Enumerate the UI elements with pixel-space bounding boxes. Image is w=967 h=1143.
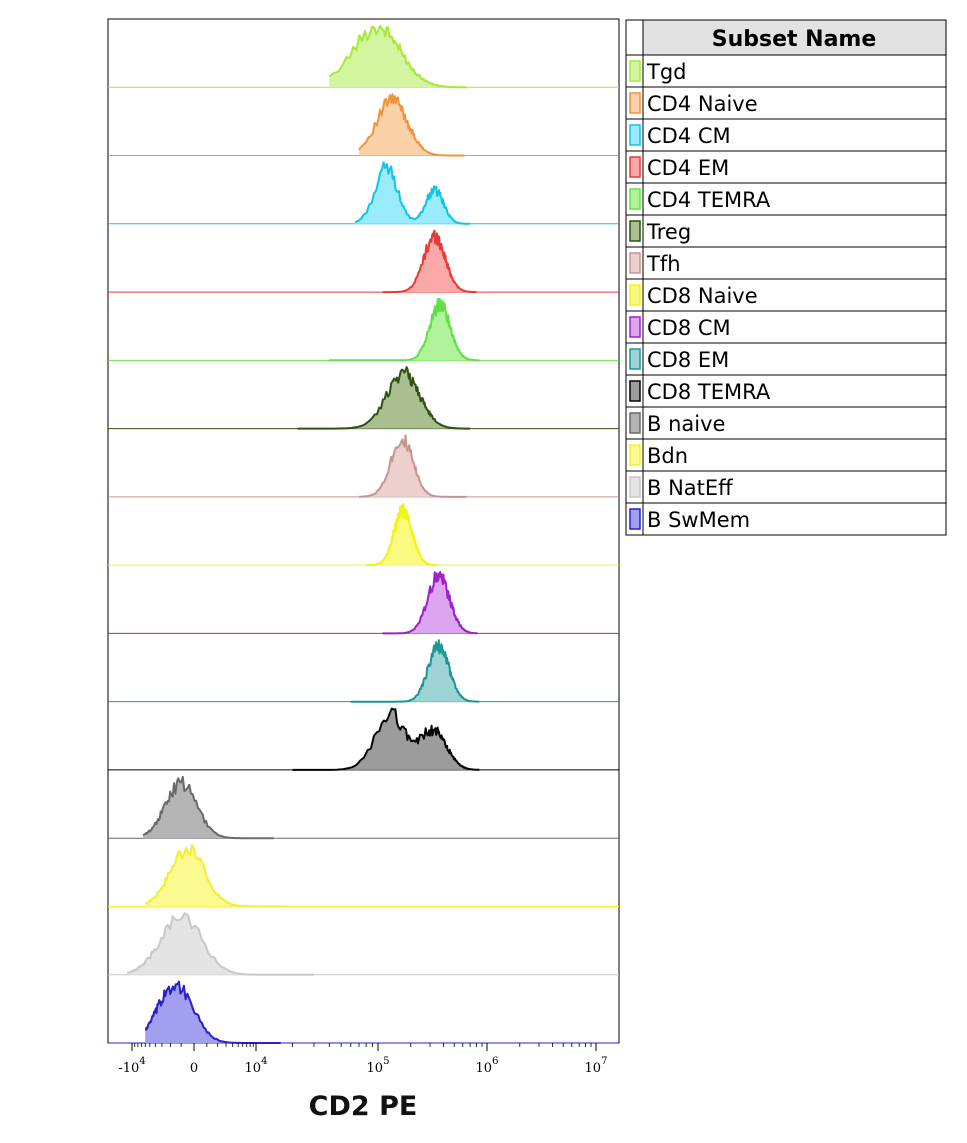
histogram-fill-b-nateff xyxy=(127,913,314,975)
histogram-line-b-naive xyxy=(142,775,275,840)
legend-swatch-treg xyxy=(629,220,641,242)
legend-label-cd8-naive: CD8 Naive xyxy=(647,284,758,308)
histogram-fill-b-swmem xyxy=(145,981,281,1043)
histogram-fill-cd8-cm xyxy=(382,572,478,634)
legend-label-tfh: Tfh xyxy=(646,252,681,276)
legend-label-cd4-temra: CD4 TEMRA xyxy=(647,188,771,212)
histogram-fill-bdn xyxy=(145,845,287,907)
legend-label-b-nateff: B NatEff xyxy=(647,476,733,500)
legend-row-cd4-em xyxy=(625,150,947,184)
legend-swatch-cd4-naive xyxy=(629,92,641,114)
legend-label-tgd: Tgd xyxy=(646,60,687,84)
legend-label-cd4-naive: CD4 Naive xyxy=(647,92,758,116)
legend-title: Subset Name xyxy=(712,27,877,52)
histogram-line-cd8-naive xyxy=(366,502,439,567)
legend-swatch-cd8-naive xyxy=(629,284,641,306)
legend-swatch-bdn xyxy=(629,444,641,466)
histogram-line-tgd xyxy=(328,24,468,89)
legend-row-treg xyxy=(625,214,947,248)
legend-swatch-cd8-em xyxy=(629,348,641,370)
legend-row-tfh xyxy=(625,246,947,280)
histogram-line-cd4-temra xyxy=(329,297,480,362)
legend-label-bdn: Bdn xyxy=(647,444,688,468)
x-tick-label: 104 xyxy=(245,1056,268,1076)
plot-area xyxy=(107,18,620,1044)
legend-row-b-swmem xyxy=(625,502,947,536)
legend-label-treg: Treg xyxy=(646,220,691,244)
legend-swatch-cd4-cm xyxy=(629,124,641,146)
histogram-line-cd8-temra xyxy=(292,707,480,771)
x-tick-label: -104 xyxy=(118,1056,145,1076)
x-tick-label: 0 xyxy=(190,1061,198,1076)
legend-row-b-nateff xyxy=(625,470,947,504)
legend: Subset Name Tgd CD4 Naive CD4 CM CD4 EM CD4 … xyxy=(625,19,947,536)
x-tick-label: 105 xyxy=(367,1056,390,1076)
histogram-fill-cd8-temra xyxy=(292,708,480,770)
histogram-line-cd4-cm xyxy=(354,161,471,225)
legend-label-cd4-cm: CD4 CM xyxy=(647,124,731,148)
legend-label-cd8-temra: CD8 TEMRA xyxy=(647,380,771,404)
histogram-line-bdn xyxy=(144,844,288,908)
x-axis-title: CD2 PE xyxy=(309,1091,418,1122)
histogram-line-cd8-em xyxy=(350,639,480,703)
legend-label-cd8-em: CD8 EM xyxy=(647,348,729,372)
histogram-line-treg xyxy=(297,366,471,430)
legend-header-frame xyxy=(625,19,947,56)
legend-swatch-b-nateff xyxy=(629,476,641,498)
histogram-fill-tfh xyxy=(359,435,467,497)
x-tick-label: 107 xyxy=(585,1056,608,1076)
legend-label-b-swmem: B SwMem xyxy=(647,508,750,532)
legend-swatch-cd4-em xyxy=(629,156,641,178)
x-tick-label: 106 xyxy=(476,1056,499,1076)
histogram-fill-cd8-em xyxy=(350,640,480,702)
legend-label-cd4-em: CD4 EM xyxy=(647,156,729,180)
histogram-fill-tgd xyxy=(329,25,467,88)
histogram-fill-treg xyxy=(297,367,471,429)
legend-swatch-cd8-temra xyxy=(629,380,641,402)
legend-swatch-cd4-temra xyxy=(629,188,641,210)
legend-label-cd8-cm: CD8 CM xyxy=(647,316,731,340)
legend-row-cd4-naive xyxy=(625,86,947,120)
legend-row-cd8-temra xyxy=(625,374,947,408)
histogram-fill-cd4-cm xyxy=(355,162,471,224)
legend-swatch-b-naive xyxy=(629,412,641,434)
x-axis: -104 0 104 105 106 107 xyxy=(118,1043,607,1076)
legend-row-cd4-temra xyxy=(625,182,947,216)
legend-label-b-naive: B naive xyxy=(647,412,725,436)
histogram-line-tfh xyxy=(358,434,468,498)
legend-header-bg xyxy=(643,20,946,55)
histogram-fill-cd4-temra xyxy=(329,298,480,361)
legend-row-bdn xyxy=(625,438,947,472)
histogram-fill-cd4-em xyxy=(382,230,477,293)
legend-row-tgd xyxy=(625,54,947,88)
histogram-line-cd8-cm xyxy=(382,571,479,635)
histogram-line-cd4-naive xyxy=(358,93,466,157)
histogram-fill-cd4-naive xyxy=(359,94,465,156)
legend-swatch-b-swmem xyxy=(629,508,641,530)
histogram-line-b-swmem xyxy=(144,980,282,1044)
histogram-fill-cd8-naive xyxy=(366,503,438,566)
legend-swatch-tfh xyxy=(629,252,641,274)
histogram-line-cd4-em xyxy=(382,229,478,294)
histogram-line-b-nateff xyxy=(126,912,315,976)
legend-swatch-tgd xyxy=(629,60,641,82)
legend-row-cd8-naive xyxy=(625,278,947,312)
legend-swatch-cd8-cm xyxy=(629,316,641,338)
